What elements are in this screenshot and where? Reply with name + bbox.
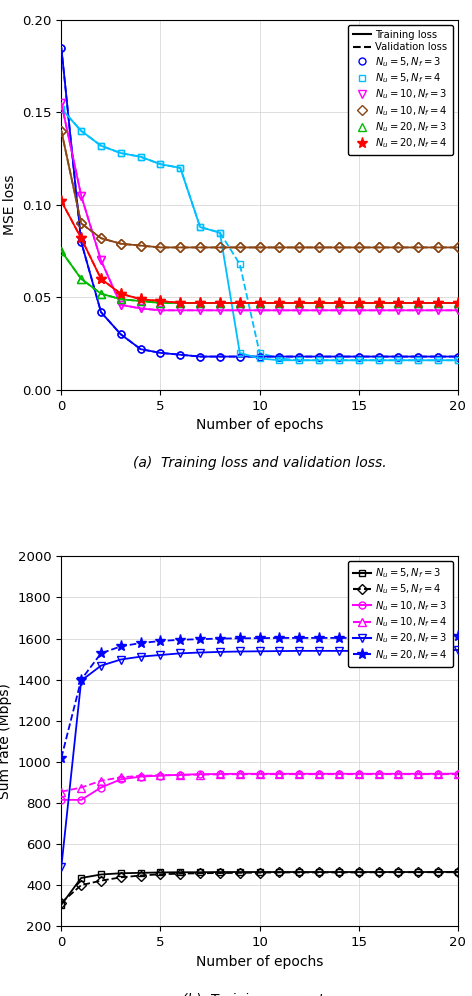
Y-axis label: MSE loss: MSE loss: [2, 174, 17, 235]
Y-axis label: Sum rate (Mbps): Sum rate (Mbps): [0, 683, 12, 799]
X-axis label: Number of epochs: Number of epochs: [196, 954, 323, 968]
X-axis label: Number of epochs: Number of epochs: [196, 418, 323, 432]
Text: (a)  Training loss and validation loss.: (a) Training loss and validation loss.: [133, 456, 387, 470]
Legend: $N_u = 5, N_f = 3$, $N_u = 5, N_f = 4$, $N_u = 10, N_f = 3$, $N_u = 10, N_f = 4$: $N_u = 5, N_f = 3$, $N_u = 5, N_f = 4$, …: [348, 562, 453, 666]
Legend: Training loss, Validation loss, $N_u = 5, N_f = 3$, $N_u = 5, N_f = 4$, $N_u = 1: Training loss, Validation loss, $N_u = 5…: [348, 25, 453, 155]
Text: (b)  Training sum rate.: (b) Training sum rate.: [182, 993, 337, 996]
